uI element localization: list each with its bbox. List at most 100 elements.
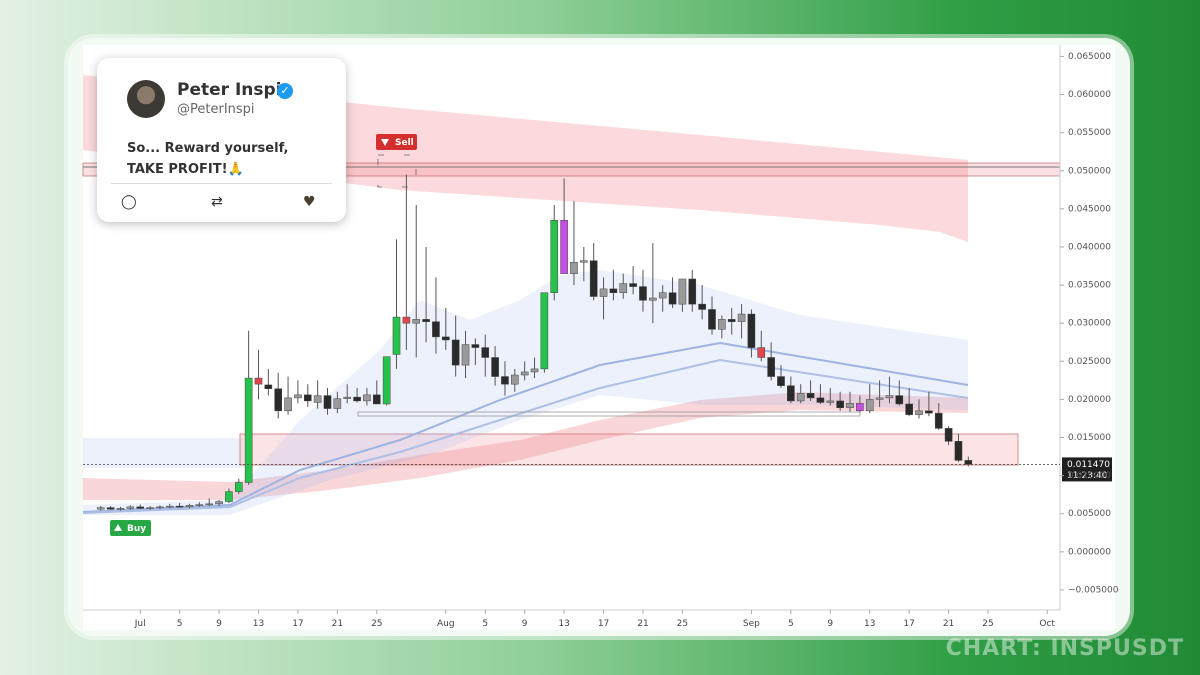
candle-body bbox=[274, 388, 283, 412]
candle-body bbox=[323, 395, 332, 409]
x-tick-label: Jul bbox=[134, 619, 146, 629]
candle-body bbox=[875, 397, 884, 400]
candle-body bbox=[954, 441, 963, 461]
candle-body bbox=[392, 316, 401, 355]
retweet-icon[interactable]: ⇄ bbox=[211, 194, 223, 210]
candle-body bbox=[422, 319, 430, 322]
y-tick-label: 0.040000 bbox=[1068, 242, 1111, 252]
candle-body bbox=[294, 394, 302, 399]
candle-body bbox=[215, 501, 223, 505]
candle-body bbox=[126, 506, 135, 509]
zone-tail bbox=[83, 438, 243, 468]
candle-body bbox=[402, 316, 411, 324]
x-tick-label: 17 bbox=[292, 619, 303, 629]
candle-body bbox=[175, 505, 184, 508]
candle-body bbox=[639, 286, 647, 301]
candle-body bbox=[333, 398, 342, 409]
candle-body bbox=[491, 357, 499, 377]
x-tick-label: 17 bbox=[598, 619, 609, 629]
y-tick-label: 0.010000 bbox=[1068, 471, 1111, 481]
candle-body bbox=[264, 384, 273, 389]
x-tick-label: 13 bbox=[558, 619, 569, 629]
range-line bbox=[357, 411, 861, 417]
candle-body bbox=[313, 395, 322, 403]
candle-body bbox=[934, 412, 943, 429]
y-tick-label: 0.060000 bbox=[1068, 90, 1111, 100]
candle-body bbox=[560, 220, 568, 274]
tweet-card: Peter Inspi ✓ @PeterInspi So... Reward y… bbox=[97, 58, 346, 222]
candle-body bbox=[372, 394, 381, 405]
x-tick-label: 5 bbox=[482, 619, 488, 629]
tweet-text: So... Reward yourself, TAKE PROFIT!🙏 bbox=[127, 141, 289, 177]
buy-signal-label: Buy bbox=[127, 524, 146, 534]
x-tick-label: Oct bbox=[1039, 619, 1055, 629]
candle-body bbox=[540, 292, 549, 370]
y-tick-label: 0.035000 bbox=[1068, 281, 1111, 291]
x-tick-label: 9 bbox=[216, 619, 222, 629]
y-tick-label: 0.025000 bbox=[1068, 357, 1111, 367]
x-tick-label: 17 bbox=[903, 619, 914, 629]
candle-body bbox=[885, 395, 894, 399]
candle-body bbox=[747, 313, 756, 348]
trend-cloud bbox=[83, 392, 968, 500]
candle-body bbox=[609, 288, 618, 293]
reply-icon[interactable]: ◯ bbox=[121, 194, 137, 210]
candle-body bbox=[146, 507, 154, 509]
x-tick-label: 25 bbox=[982, 619, 993, 629]
candle-body bbox=[432, 321, 440, 338]
candle-body bbox=[96, 507, 105, 510]
candle-body bbox=[619, 283, 628, 293]
x-tick-label: 13 bbox=[253, 619, 264, 629]
candle-body bbox=[787, 385, 795, 402]
x-tick-label: 25 bbox=[371, 619, 382, 629]
candle-body bbox=[836, 400, 844, 409]
candle-body bbox=[225, 491, 233, 502]
x-tick-label: 25 bbox=[677, 619, 688, 629]
candle-body bbox=[185, 505, 194, 508]
candle-body bbox=[501, 376, 509, 385]
candle-body bbox=[767, 357, 775, 377]
candle-body bbox=[363, 394, 371, 402]
candle-body bbox=[284, 397, 292, 412]
watermark: CHART: INSPUSDT bbox=[945, 636, 1184, 661]
candle-body bbox=[688, 278, 697, 305]
avatar bbox=[127, 80, 165, 118]
y-tick-label: 0.045000 bbox=[1068, 204, 1111, 214]
candle-body bbox=[244, 377, 253, 483]
candle-body bbox=[964, 460, 973, 465]
candles bbox=[96, 174, 973, 511]
ema-line bbox=[82, 358, 969, 514]
candle-body bbox=[826, 400, 835, 403]
candle-body bbox=[698, 303, 706, 310]
candle-body bbox=[737, 313, 746, 322]
candle-body bbox=[777, 376, 785, 386]
candle-body bbox=[944, 428, 953, 442]
sell-arrow bbox=[381, 139, 389, 146]
candle-body bbox=[165, 505, 174, 508]
candle-body bbox=[599, 288, 608, 297]
candle-body bbox=[806, 393, 815, 399]
candle-body bbox=[156, 506, 164, 509]
buy-arrow bbox=[114, 524, 122, 531]
candle-body bbox=[461, 344, 470, 366]
sell-signal-box bbox=[376, 134, 417, 150]
candle-body bbox=[915, 410, 923, 415]
like-icon[interactable]: ♥ bbox=[303, 194, 316, 210]
candle-body bbox=[865, 399, 874, 412]
candle-body bbox=[530, 368, 539, 373]
y-tick-label: 0.005000 bbox=[1068, 509, 1111, 519]
y-tick-label: 0.055000 bbox=[1068, 128, 1111, 138]
x-tick-label: 9 bbox=[522, 619, 528, 629]
candle-body bbox=[816, 397, 825, 403]
x-tick-label: 9 bbox=[827, 619, 833, 629]
candle-body bbox=[254, 377, 263, 385]
y-tick-label: 0.065000 bbox=[1068, 52, 1111, 62]
candle-body bbox=[678, 278, 687, 305]
candle-body bbox=[796, 393, 805, 402]
x-tick-label: 5 bbox=[177, 619, 183, 629]
candle-body bbox=[649, 297, 657, 301]
last-price-box bbox=[1062, 457, 1112, 482]
x-tick-label: 21 bbox=[943, 619, 954, 629]
candle-body bbox=[925, 410, 933, 414]
